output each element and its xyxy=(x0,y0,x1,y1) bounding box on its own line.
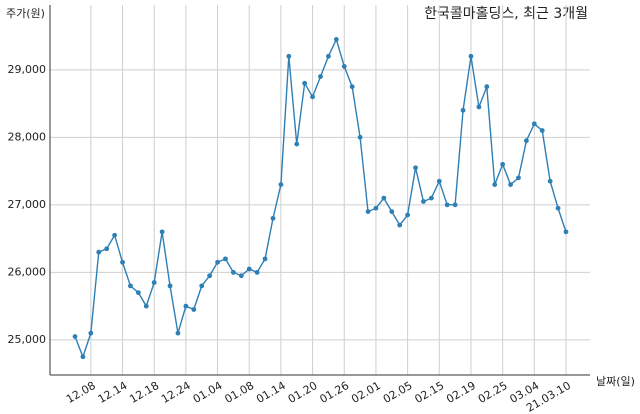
x-tick-label: 02.01 xyxy=(349,379,383,406)
data-point xyxy=(223,256,228,262)
data-point xyxy=(555,205,561,211)
data-point xyxy=(389,209,395,215)
data-point xyxy=(262,256,268,262)
data-point xyxy=(238,273,244,279)
data-point xyxy=(436,178,442,184)
data-point xyxy=(484,84,490,90)
data-point xyxy=(357,134,363,140)
y-tick-label: 27,000 xyxy=(8,198,47,211)
data-point xyxy=(120,259,125,265)
data-point xyxy=(397,222,403,228)
y-tick-label: 25,000 xyxy=(8,333,47,346)
data-point xyxy=(373,205,379,211)
data-point xyxy=(508,182,513,187)
data-point xyxy=(452,202,458,208)
data-point xyxy=(159,229,165,235)
data-point xyxy=(444,202,450,208)
data-point xyxy=(207,273,213,279)
data-point xyxy=(468,53,474,59)
data-point xyxy=(191,307,197,312)
data-point xyxy=(246,266,252,272)
data-point xyxy=(524,138,529,144)
x-tick-label: 12.18 xyxy=(127,379,161,406)
data-point xyxy=(104,246,110,252)
data-point xyxy=(72,334,78,339)
data-point xyxy=(143,303,149,309)
data-point xyxy=(547,178,553,184)
x-tick-label: 12.14 xyxy=(96,379,130,406)
data-point xyxy=(167,283,173,289)
data-point xyxy=(230,269,236,275)
data-point xyxy=(531,121,537,127)
data-point xyxy=(80,354,86,360)
data-point xyxy=(254,269,260,275)
data-point xyxy=(135,290,141,296)
x-tick-label: 01.26 xyxy=(317,379,351,406)
x-tick-label: 02.25 xyxy=(476,379,510,406)
x-tick-label: 02.19 xyxy=(444,379,478,406)
x-tick-label: 02.05 xyxy=(381,379,415,406)
y-tick-label: 26,000 xyxy=(8,265,47,278)
x-tick-label: 01.14 xyxy=(254,379,288,406)
y-tick-label: 28,000 xyxy=(8,130,47,143)
data-point xyxy=(199,283,205,289)
data-point xyxy=(270,215,276,221)
data-point xyxy=(492,182,498,187)
x-tick-label: 01.04 xyxy=(191,379,225,406)
y-axis-label: 주가(원) xyxy=(6,7,45,20)
data-point xyxy=(151,280,157,285)
data-point xyxy=(278,182,284,187)
data-point xyxy=(112,232,117,238)
data-point xyxy=(413,165,418,171)
data-point xyxy=(421,199,426,204)
data-point xyxy=(500,161,506,167)
data-point xyxy=(175,330,181,336)
chart-title: 한국콜마홀딩스, 최근 3개월 xyxy=(424,6,588,22)
data-point xyxy=(381,195,387,201)
data-point xyxy=(563,229,569,235)
data-point xyxy=(333,37,339,42)
x-tick-label: 12.08 xyxy=(64,379,98,406)
data-point xyxy=(516,175,521,181)
x-tick-label: 12.24 xyxy=(159,379,193,406)
data-point xyxy=(539,128,545,133)
data-point xyxy=(183,303,189,309)
data-point xyxy=(349,84,355,90)
data-point xyxy=(215,259,220,265)
price-line xyxy=(74,37,567,359)
data-point xyxy=(96,249,102,255)
x-tick-label: 02.15 xyxy=(413,379,447,406)
x-axis-label: 날짜(일) xyxy=(596,374,635,388)
data-point xyxy=(460,107,466,113)
data-point xyxy=(128,283,133,289)
data-point xyxy=(326,53,331,59)
x-tick-label: 01.08 xyxy=(222,379,256,406)
data-point xyxy=(294,141,300,147)
data-point xyxy=(341,64,347,69)
data-point xyxy=(428,195,434,201)
data-point xyxy=(318,74,323,79)
data-point xyxy=(365,209,371,215)
data-point xyxy=(405,212,411,218)
data-point xyxy=(310,94,315,100)
data-point xyxy=(476,104,482,110)
x-tick-label: 01.20 xyxy=(286,379,320,406)
y-tick-label: 29,000 xyxy=(8,63,47,76)
data-point xyxy=(88,330,94,336)
data-point xyxy=(286,53,292,59)
data-point xyxy=(302,80,308,86)
